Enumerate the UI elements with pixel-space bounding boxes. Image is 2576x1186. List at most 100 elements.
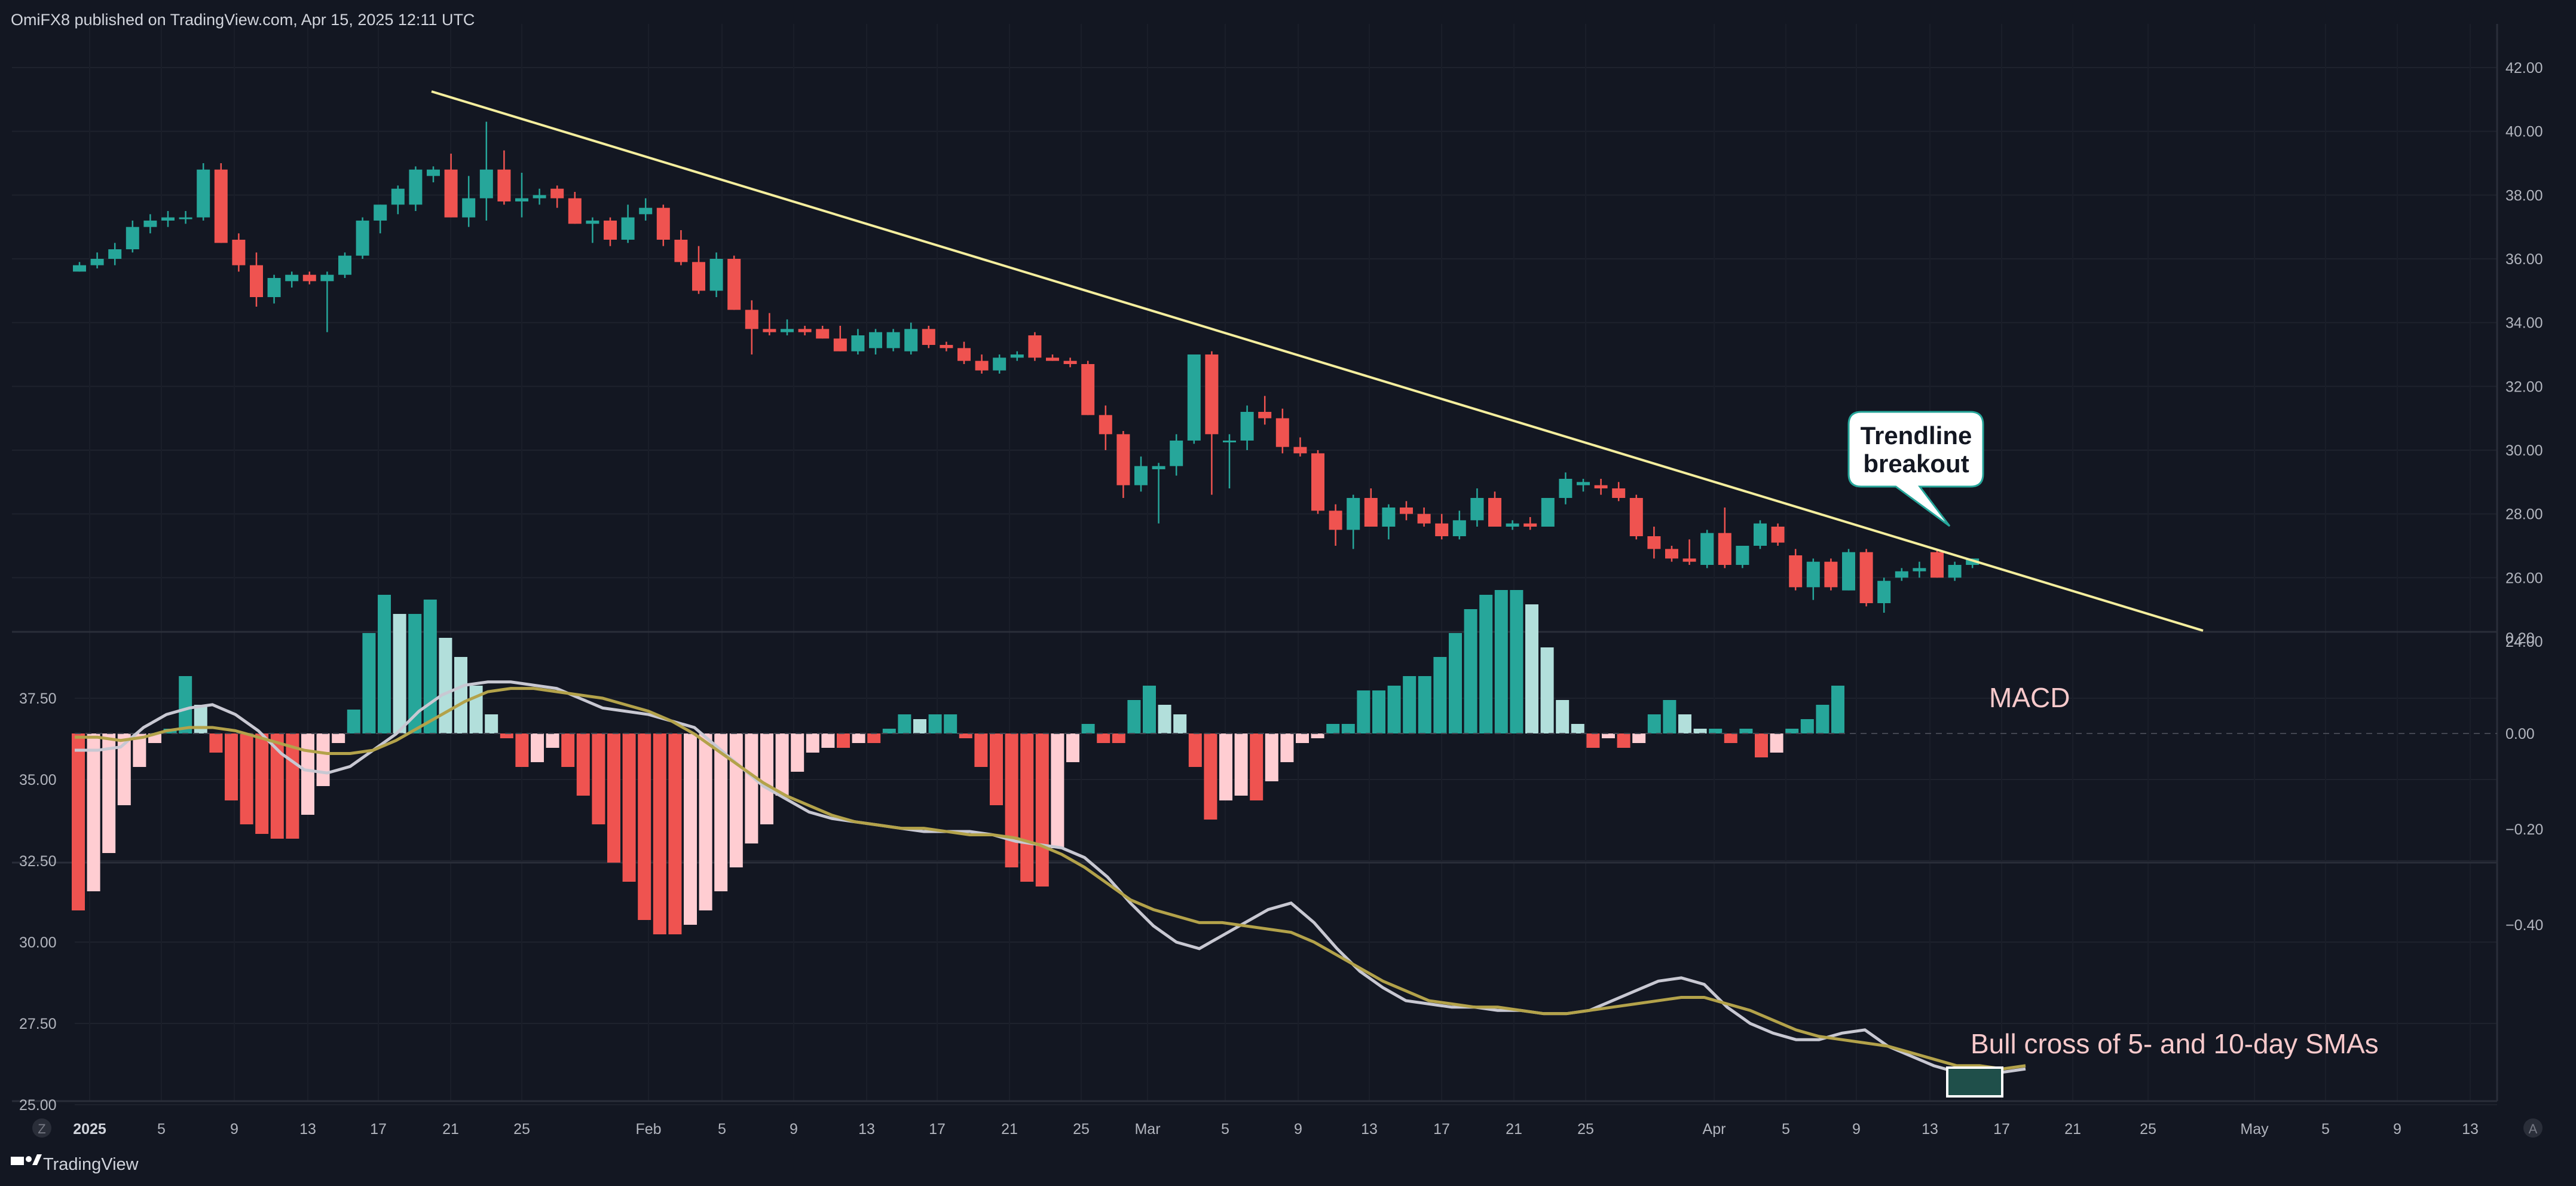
macd-bar [1341,724,1355,733]
macd-bar [913,719,926,733]
price-candle [391,185,405,215]
price-candle [1400,501,1413,521]
x-tick: 13 [299,1121,316,1138]
price-candle [1948,561,1962,581]
macd-bar [423,600,437,733]
macd-bar [500,733,513,738]
x-tick: 17 [370,1121,387,1138]
price-candle [409,166,423,212]
price-candle [1240,405,1254,451]
x-tick: 25 [1073,1121,1090,1138]
macd-bar [1173,714,1187,733]
x-tick: 9 [2393,1121,2401,1138]
breakout-text-line2: breakout [1863,450,1969,478]
macd-bar [117,733,131,805]
price-candle [1275,408,1289,454]
macd-y-tick: 0.00 [2505,726,2535,742]
macd-bar [990,733,1003,805]
macd-bar [1035,733,1049,887]
price-candle [232,233,246,272]
macd-bar [1433,657,1447,733]
macd-bar [1816,705,1829,733]
price-candle [940,341,953,351]
price-candle [1682,539,1696,566]
price-candle [161,211,175,227]
macd-bar [1143,686,1156,733]
sma-y-tick: 37.50 [19,690,57,707]
price-candle [533,188,546,205]
price-candle [1134,456,1148,492]
price-candle [1417,508,1431,527]
macd-bar [1586,733,1600,748]
price-candle [1063,357,1077,368]
macd-bar [959,733,972,738]
x-tick: 13 [1361,1121,1378,1138]
price-candle [285,271,299,288]
price-candle [444,154,458,218]
x-tick: 21 [442,1121,459,1138]
x-tick: 13 [1922,1121,1938,1138]
macd-bar [439,638,452,733]
macd-bar [1525,604,1538,733]
macd-bar [531,733,544,762]
macd-bar [1602,733,1615,738]
macd-bar [1556,700,1570,733]
price-candle [1311,450,1324,514]
price-candle [73,262,86,272]
price-candle [1081,360,1095,415]
price-candle [1010,351,1024,361]
macd-bar [653,733,666,934]
macd-bar [1097,733,1110,743]
y-axis-labels: 42.00 40.00 38.00 36.00 34.00 32.00 30.00 28.00… [19,60,2543,1114]
macd-bar [1540,647,1554,733]
sma-y-tick: 27.50 [19,1016,57,1032]
x-tick: 13 [2462,1121,2479,1138]
macd-bar [301,733,314,815]
x-tick: 25 [513,1121,530,1138]
macd-bar [714,733,728,891]
bull-cross-highlight [1946,1066,2003,1098]
price-candle [692,246,705,294]
price-candle [356,217,369,259]
macd-bar [469,686,483,733]
price-candle [1347,494,1360,549]
price-candles [73,121,1980,613]
price-candle [1931,549,1944,578]
macd-bar [1800,719,1814,733]
price-candle [267,274,281,304]
macd-bar [1755,733,1768,757]
auto-scale-button[interactable]: A [2523,1118,2543,1138]
macd-bar [729,733,743,867]
price-candle [1541,498,1555,527]
x-tick: Mar [1134,1121,1160,1138]
macd-bar [408,614,422,733]
price-y-tick: 30.00 [2505,442,2543,459]
macd-bar [1709,729,1723,733]
macd-bar [791,733,804,772]
price-candle [126,221,139,253]
x-tick: May [2240,1121,2269,1138]
price-candle [656,204,670,246]
svg-text:Z: Z [38,1121,45,1136]
macd-bar [1494,590,1508,733]
macd-y-tick: −0.40 [2505,917,2543,934]
sma-y-tick: 25.00 [19,1097,57,1114]
macd-bar [1280,733,1294,762]
left-scale-button[interactable]: Z [32,1118,51,1138]
macd-bar [1510,590,1523,733]
price-candle [1736,546,1749,568]
price-y-tick: 34.00 [2505,315,2543,332]
price-candle [1205,351,1219,495]
macd-bar [821,733,835,748]
breakout-text-line1: Trendline [1861,421,1972,450]
macd-y-tick: −0.20 [2505,821,2543,838]
price-candle [816,326,830,339]
price-candle [1665,546,1678,562]
price-candle [1046,354,1059,361]
macd-bar [684,733,697,925]
macd-bar [1785,729,1799,733]
x-tick: 5 [2321,1121,2330,1138]
price-candle [1629,494,1643,540]
price-candle [586,217,599,243]
